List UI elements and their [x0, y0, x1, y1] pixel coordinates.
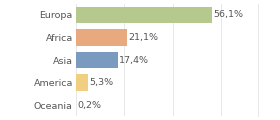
- Bar: [76, 7, 212, 23]
- Text: 21,1%: 21,1%: [128, 33, 158, 42]
- Bar: [76, 74, 88, 91]
- Text: 5,3%: 5,3%: [90, 78, 114, 87]
- Bar: [76, 29, 127, 46]
- Text: 17,4%: 17,4%: [119, 55, 149, 65]
- Text: 0,2%: 0,2%: [77, 101, 101, 110]
- Bar: [76, 52, 118, 68]
- Text: 56,1%: 56,1%: [213, 10, 243, 19]
